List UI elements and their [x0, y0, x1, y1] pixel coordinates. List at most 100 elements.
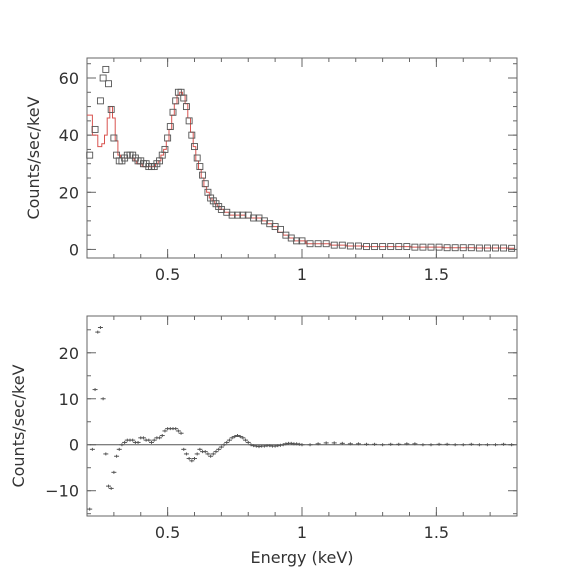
- data-point-square: [443, 244, 451, 252]
- residual-point: [509, 443, 515, 447]
- residual-point: [111, 470, 117, 474]
- data-point-square: [467, 244, 475, 252]
- data-point-square: [306, 240, 314, 248]
- residual-point: [436, 442, 442, 446]
- residual-point: [89, 447, 95, 451]
- residual-point: [396, 442, 402, 446]
- spectrum-y-axis-title: Counts/sec/keV: [24, 96, 43, 219]
- residual-point: [248, 443, 254, 447]
- data-point-square: [164, 134, 172, 142]
- residual-point: [307, 443, 313, 447]
- residual-point: [106, 484, 111, 488]
- residual-x-tick-label: 1: [297, 523, 307, 542]
- data-point-square: [492, 244, 499, 252]
- data-point-square: [338, 241, 346, 249]
- residual-point: [237, 434, 243, 438]
- residual-point: [452, 443, 458, 447]
- data-point-square: [411, 243, 419, 251]
- data-point-square: [298, 237, 306, 245]
- residual-point: [151, 438, 157, 442]
- data-point-square: [185, 117, 193, 125]
- residual-point: [226, 438, 232, 442]
- residual-point: [299, 443, 305, 447]
- residual-point: [114, 454, 120, 458]
- data-point-square: [105, 80, 112, 88]
- data-point-square: [234, 211, 241, 219]
- residual-point: [240, 436, 246, 440]
- residual-point: [347, 442, 353, 446]
- residual-point: [221, 443, 227, 447]
- residual-point: [116, 447, 122, 451]
- residual-point: [412, 442, 418, 446]
- x-axis-title: Energy (keV): [250, 548, 353, 567]
- residual-point: [404, 442, 410, 446]
- spectrum-y-tick-label: 60: [59, 69, 79, 88]
- data-point-square: [371, 243, 379, 251]
- residual-point: [331, 441, 337, 445]
- data-point-square: [96, 97, 104, 105]
- data-point-square: [459, 244, 467, 252]
- residual-y-tick-label: 10: [59, 390, 79, 409]
- data-point-square: [346, 242, 354, 250]
- data-point-square: [161, 145, 169, 153]
- residual-point: [103, 452, 109, 456]
- residual-point: [192, 457, 197, 461]
- data-point-square: [180, 94, 188, 102]
- residual-point: [468, 442, 474, 446]
- data-point-square: [451, 244, 459, 252]
- residual-x-tick-label: 0.5: [155, 523, 180, 542]
- data-point-square: [395, 243, 403, 251]
- residual-point: [100, 397, 106, 401]
- data-point-square: [363, 243, 370, 251]
- residual-point: [183, 452, 189, 456]
- data-point-square: [191, 143, 198, 151]
- residual-point: [173, 427, 179, 431]
- residual-point: [216, 447, 222, 451]
- residual-point: [235, 434, 240, 438]
- model-step-line: [87, 91, 515, 249]
- residual-point: [97, 325, 103, 329]
- residual-point: [87, 507, 93, 511]
- residual-point: [181, 447, 187, 451]
- data-point-square: [379, 243, 387, 251]
- data-point-square: [330, 241, 338, 249]
- data-point-square: [196, 163, 204, 171]
- residual-point: [323, 441, 329, 445]
- residual-point: [95, 330, 101, 334]
- data-point-square: [91, 125, 99, 133]
- residual-point: [210, 452, 216, 456]
- residual-point: [280, 443, 286, 447]
- data-point-square: [166, 123, 174, 131]
- data-point-square: [86, 151, 94, 159]
- residual-point: [372, 442, 378, 446]
- data-point-square: [483, 244, 491, 252]
- residual-point: [232, 434, 238, 438]
- residual-point: [245, 440, 251, 444]
- data-point-square: [250, 214, 258, 222]
- residual-point: [388, 442, 394, 446]
- residual-point: [476, 443, 482, 447]
- residual-point: [186, 457, 192, 461]
- residual-ticks: [86, 316, 518, 516]
- data-point-square: [354, 242, 362, 250]
- residual-point: [224, 440, 230, 444]
- data-point-square: [182, 103, 190, 111]
- residual-point: [460, 443, 466, 447]
- data-point-square: [427, 243, 435, 251]
- residual-point: [243, 438, 249, 442]
- residual-point: [213, 450, 219, 454]
- residual-point: [493, 443, 498, 447]
- spectrum-x-tick-label: 1.5: [424, 265, 449, 284]
- residual-point: [355, 442, 361, 446]
- residual-y-tick-label: 0: [69, 436, 79, 455]
- residual-plot-frame: [86, 315, 518, 517]
- data-point-square: [277, 225, 284, 233]
- data-point-square: [193, 154, 201, 162]
- residual-point: [140, 436, 146, 440]
- residual-x-tick-label: 1.5: [424, 523, 449, 542]
- residual-point: [189, 459, 195, 463]
- spectrum-y-tick-label: 20: [59, 183, 79, 202]
- residual-point: [149, 440, 154, 444]
- data-point-square: [475, 244, 483, 252]
